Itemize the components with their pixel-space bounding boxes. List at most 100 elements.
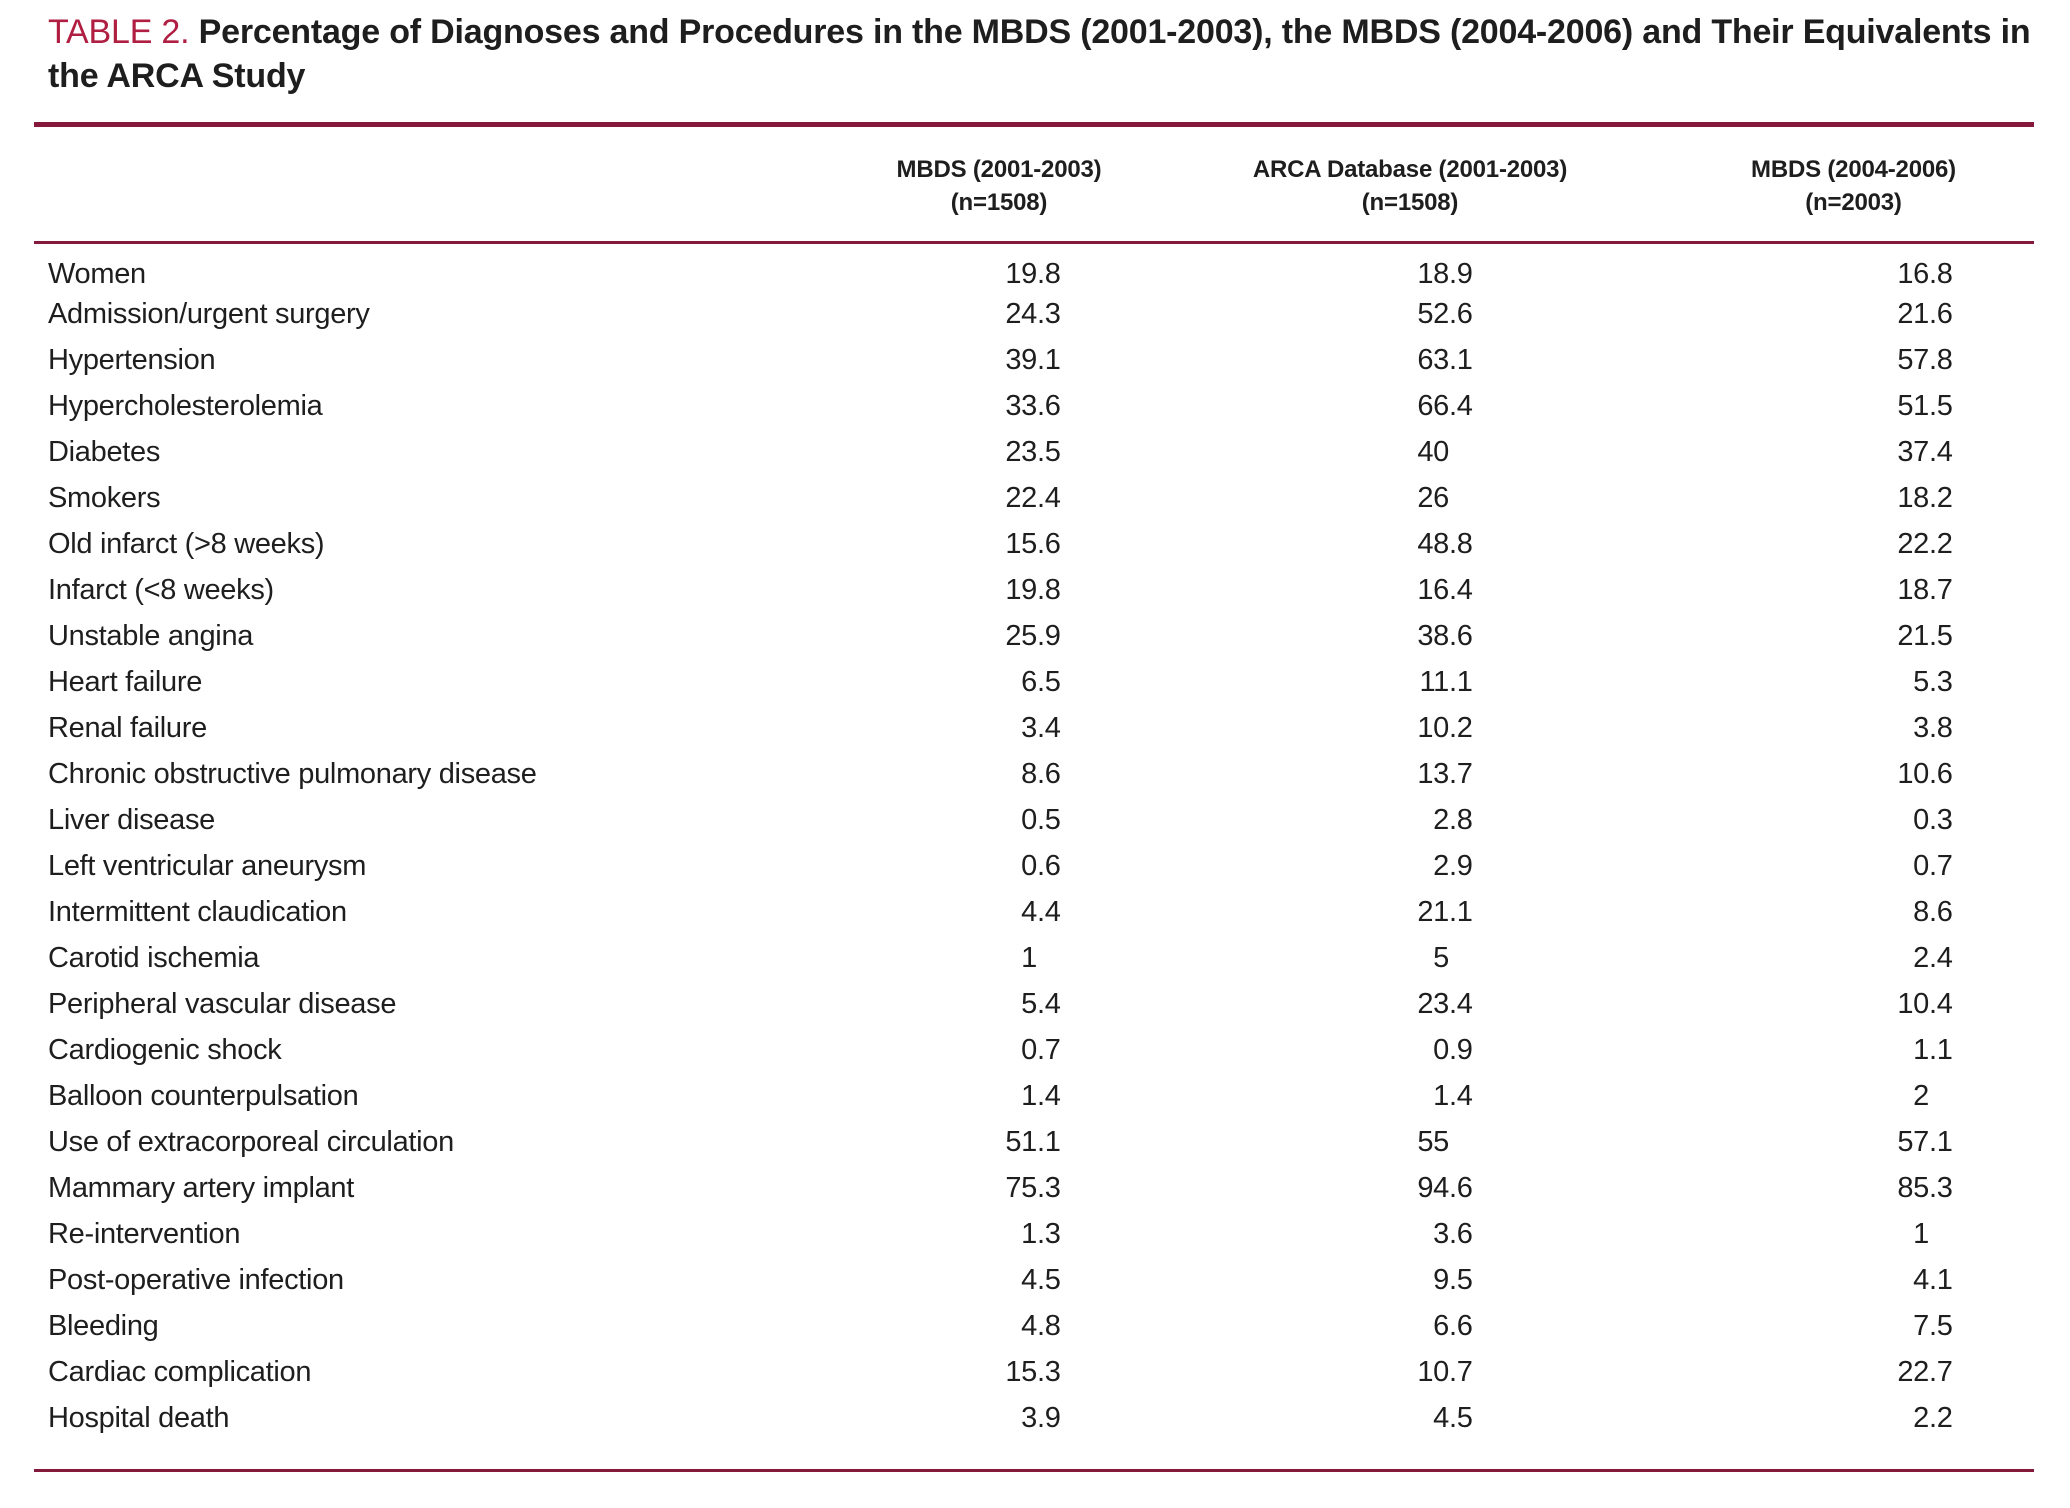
row-label: Post-operative infection (48, 1263, 344, 1296)
row-value: 5.4 (1021, 987, 1061, 1020)
row-label: Hypercholesterolemia (48, 389, 323, 422)
row-value: 48.8 (1417, 527, 1473, 560)
header-spacer (34, 127, 794, 244)
column-header-name: MBDS (2001-2003) (896, 156, 1102, 183)
row-value: 16.4 (1417, 573, 1473, 606)
row-label: Chronic obstructive pulmonary disease (48, 757, 537, 790)
bottom-rule (34, 1469, 2034, 1472)
row-value: 0.9 (1433, 1033, 1473, 1066)
row-value: 39.1 (1005, 343, 1061, 376)
row-value: 26 (1417, 481, 1449, 514)
table-row: Hypercholesterolemia 33.6 66.4 51.5 (34, 383, 2034, 429)
row-value: 18.9 (1417, 258, 1473, 290)
table-title-text: Percentage of Diagnoses and Procedures i… (48, 13, 2031, 95)
table-row: Smokers 22.4 26 18.2 (34, 475, 2034, 521)
row-value: 3.8 (1913, 711, 1953, 744)
row-value: 21.5 (1897, 619, 1953, 652)
row-label: Diabetes (48, 435, 161, 468)
row-value: 1.4 (1433, 1079, 1473, 1112)
row-value: 6.6 (1433, 1309, 1473, 1342)
table-row: Mammary artery implant 75.3 94.6 85.3 (34, 1165, 2034, 1211)
row-value: 15.3 (1005, 1355, 1061, 1388)
table-body: Women 19.8 18.9 16.8 Admission/urgent surger… (34, 243, 2034, 1442)
row-label: Unstable angina (48, 619, 254, 652)
row-value: 85.3 (1897, 1171, 1953, 1204)
row-label: Renal failure (48, 711, 207, 744)
row-value: 0.7 (1021, 1033, 1061, 1066)
row-value: 2.2 (1913, 1401, 1953, 1434)
row-label: Balloon counterpulsation (48, 1079, 359, 1112)
row-value: 0.6 (1021, 849, 1061, 882)
row-label: Intermittent claudication (48, 895, 347, 928)
table-row: Peripheral vascular disease 5.4 23.4 10.4 (34, 981, 2034, 1027)
table-row: Re-intervention 1.3 3.6 1 (34, 1211, 2034, 1257)
row-label: Admission/urgent surgery (48, 297, 370, 330)
table-row: Admission/urgent surgery 24.3 52.6 21.6 (34, 291, 2034, 337)
table-row: Chronic obstructive pulmonary disease 8.6… (34, 751, 2034, 797)
row-value: 7.5 (1913, 1309, 1953, 1342)
row-label: Liver disease (48, 803, 215, 836)
row-value: 10.6 (1897, 757, 1953, 790)
row-value: 1.4 (1021, 1079, 1061, 1112)
table-row: Post-operative infection 4.5 9.5 4.1 (34, 1257, 2034, 1303)
row-value: 0.7 (1913, 849, 1953, 882)
row-value: 3.9 (1021, 1401, 1061, 1434)
table-row: Hypertension 39.1 63.1 57.8 (34, 337, 2034, 383)
row-label: Old infarct (>8 weeks) (48, 527, 325, 560)
table-row: Cardiac complication 15.3 10.7 22.7 (34, 1349, 2034, 1395)
row-value: 8.6 (1021, 757, 1061, 790)
row-value: 75.3 (1005, 1171, 1061, 1204)
row-label: Use of extracorporeal circulation (48, 1125, 454, 1158)
row-label: Cardiogenic shock (48, 1033, 282, 1066)
row-value: 0.3 (1913, 803, 1953, 836)
row-value: 66.4 (1417, 389, 1473, 422)
row-label: Infarct (<8 weeks) (48, 573, 274, 606)
table-row: Left ventricular aneurysm 0.6 2.9 0.7 (34, 843, 2034, 889)
row-value: 10.4 (1897, 987, 1953, 1020)
row-value: 13.7 (1417, 757, 1473, 790)
row-value: 2 (1913, 1079, 1929, 1112)
row-value: 11.1 (1419, 665, 1473, 698)
row-value: 4.5 (1021, 1263, 1061, 1296)
top-rule (34, 122, 2034, 127)
table-header: MBDS (2001-2003) (n=1508) ARCA Database … (34, 127, 2034, 244)
row-value: 1.1 (1913, 1033, 1953, 1066)
table-row: Diabetes 23.5 40 37.4 (34, 429, 2034, 475)
table-number-label: TABLE 2. (48, 13, 190, 51)
row-label: Mammary artery implant (48, 1171, 355, 1204)
row-value: 10.7 (1417, 1355, 1473, 1388)
row-label: Peripheral vascular disease (48, 987, 397, 1020)
row-value: 25.9 (1005, 619, 1061, 652)
header-row: MBDS (2001-2003) (n=1508) ARCA Database … (34, 127, 2034, 244)
row-value: 4.1 (1913, 1263, 1953, 1296)
table-row: Intermittent claudication 4.4 21.1 8.6 (34, 889, 2034, 935)
row-value: 22.4 (1005, 481, 1061, 514)
row-value: 3.6 (1433, 1217, 1473, 1250)
row-label: Bleeding (48, 1309, 159, 1342)
table-row: Balloon counterpulsation 1.4 1.4 2 (34, 1073, 2034, 1119)
row-value: 21.1 (1417, 895, 1473, 928)
table-row: Women 19.8 18.9 16.8 (34, 243, 2034, 292)
row-value: 94.6 (1417, 1171, 1473, 1204)
row-value: 19.8 (1005, 573, 1061, 606)
column-header-n: (n=1508) (950, 189, 1048, 216)
row-value: 23.4 (1417, 987, 1473, 1020)
column-header-mbds-2004-2006: MBDS (2004-2006) (n=2003) (1616, 127, 2034, 244)
row-label: Re-intervention (48, 1217, 241, 1250)
row-value: 1.3 (1021, 1217, 1061, 1250)
row-value: 4.5 (1433, 1401, 1473, 1434)
row-value: 38.6 (1417, 619, 1473, 652)
row-label: Women (48, 258, 146, 290)
column-header-arca-database: ARCA Database (2001-2003) (n=1508) (1204, 127, 1616, 244)
row-value: 22.7 (1897, 1355, 1953, 1388)
row-label: Hospital death (48, 1401, 230, 1434)
column-header-n: (n=2003) (1805, 189, 1902, 216)
row-value: 33.6 (1005, 389, 1061, 422)
row-value: 1 (1021, 941, 1037, 974)
row-label: Smokers (48, 481, 161, 514)
row-value: 23.5 (1005, 435, 1061, 468)
row-value: 0.5 (1021, 803, 1061, 836)
row-value: 51.5 (1897, 389, 1953, 422)
table-row: Renal failure 3.4 10.2 3.8 (34, 705, 2034, 751)
row-value: 9.5 (1433, 1263, 1473, 1296)
